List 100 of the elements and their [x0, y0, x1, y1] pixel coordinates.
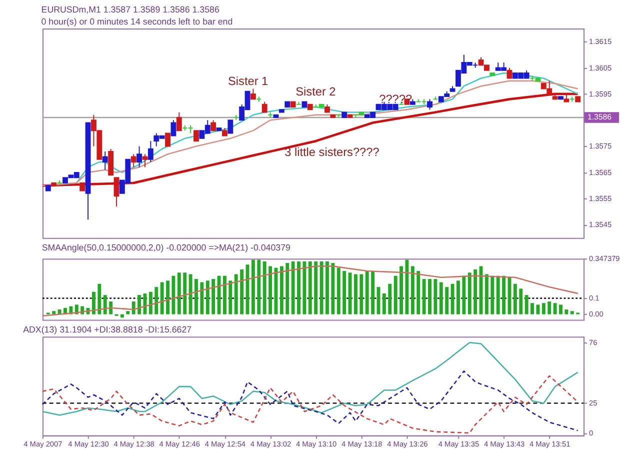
bar [138, 295, 142, 314]
bar [222, 276, 226, 314]
bar [336, 268, 340, 314]
bar [280, 266, 284, 314]
bar [172, 276, 176, 314]
bar [342, 270, 346, 314]
bar [388, 284, 392, 314]
annotation: 3 little sisters???? [284, 144, 380, 159]
bar [194, 279, 198, 314]
bar [291, 261, 295, 314]
bar [456, 280, 460, 314]
bar [564, 309, 568, 314]
bar [468, 272, 472, 314]
bar [177, 272, 181, 314]
bar [183, 272, 187, 314]
bar [331, 262, 335, 314]
bar [320, 261, 324, 314]
bar [496, 276, 500, 314]
bar [530, 303, 534, 314]
bar [98, 284, 102, 314]
bar [410, 266, 414, 314]
bar [126, 311, 130, 314]
candlestick [210, 120, 216, 132]
bar [548, 301, 552, 314]
candlestick [148, 140, 154, 162]
bar [234, 274, 238, 314]
bar [382, 293, 386, 314]
bar [160, 282, 164, 314]
bar [394, 276, 398, 314]
candlestick [130, 154, 136, 168]
bar [445, 287, 449, 314]
bar [365, 270, 369, 314]
bar [570, 311, 574, 314]
bar [490, 276, 494, 314]
bar [354, 274, 358, 314]
annotation: Sister 1 [228, 74, 268, 88]
bar [166, 280, 170, 314]
bar [519, 288, 523, 314]
bar [553, 303, 557, 314]
bar [302, 261, 306, 314]
bar [251, 260, 255, 314]
bar [559, 304, 562, 314]
ref-line-label: 1.3586 [587, 112, 612, 122]
bar [371, 270, 375, 314]
bar [240, 269, 244, 314]
bar [439, 282, 443, 314]
bar [297, 261, 300, 314]
bar [109, 301, 113, 314]
bar [262, 261, 266, 314]
candlestick [194, 130, 199, 142]
bar [450, 284, 454, 314]
chart-title: ADX(13) 31.1904 +DI:38.8818 -DI:15.6627 [23, 324, 192, 335]
bar [314, 261, 318, 314]
bar [120, 314, 124, 318]
chart-title: SMAAngle(50,0.15000000,2,0) -0.020000 =>MA(21) -0.040379 [42, 242, 291, 253]
candlestick [250, 88, 256, 100]
bar [434, 279, 438, 314]
bar [228, 280, 232, 314]
candlestick [165, 132, 170, 147]
bar [154, 287, 158, 314]
bar [542, 303, 546, 314]
annotation: ????? [379, 92, 412, 106]
candlestick [170, 120, 176, 136]
bar [416, 270, 420, 314]
candlestick [427, 98, 432, 110]
bar [462, 276, 466, 314]
bar [536, 304, 540, 314]
bar [286, 262, 290, 314]
line-series [42, 342, 578, 416]
bar [326, 261, 329, 314]
chart-title: EURUSDm,M1 1.3587 1.3589 1.3586 1.3586 [41, 4, 220, 15]
line-series [42, 266, 578, 317]
annotation: Sister 2 [296, 84, 336, 98]
bar [274, 268, 278, 314]
bar [103, 295, 107, 314]
bar [188, 274, 192, 314]
bar [513, 284, 517, 314]
bar [200, 282, 204, 314]
bar [405, 260, 409, 314]
bar [360, 274, 364, 314]
candlestick [108, 148, 114, 176]
bar [400, 266, 403, 314]
candlestick [262, 101, 268, 113]
bar [206, 280, 210, 314]
candlestick [228, 120, 234, 134]
candlestick [176, 112, 182, 132]
bar [257, 260, 261, 314]
bar [428, 279, 432, 314]
chart-subtitle: 0 hour(s) or 0 minutes 14 seconds left to bar end [41, 16, 233, 27]
bar [474, 269, 478, 314]
bar [212, 279, 216, 314]
bar [484, 274, 488, 314]
bar [422, 279, 426, 314]
bar [268, 266, 272, 314]
bar [308, 261, 312, 314]
bar [92, 292, 96, 314]
candlestick [142, 154, 148, 168]
bar [148, 292, 152, 314]
candlestick [102, 151, 108, 170]
candlestick [136, 146, 142, 168]
